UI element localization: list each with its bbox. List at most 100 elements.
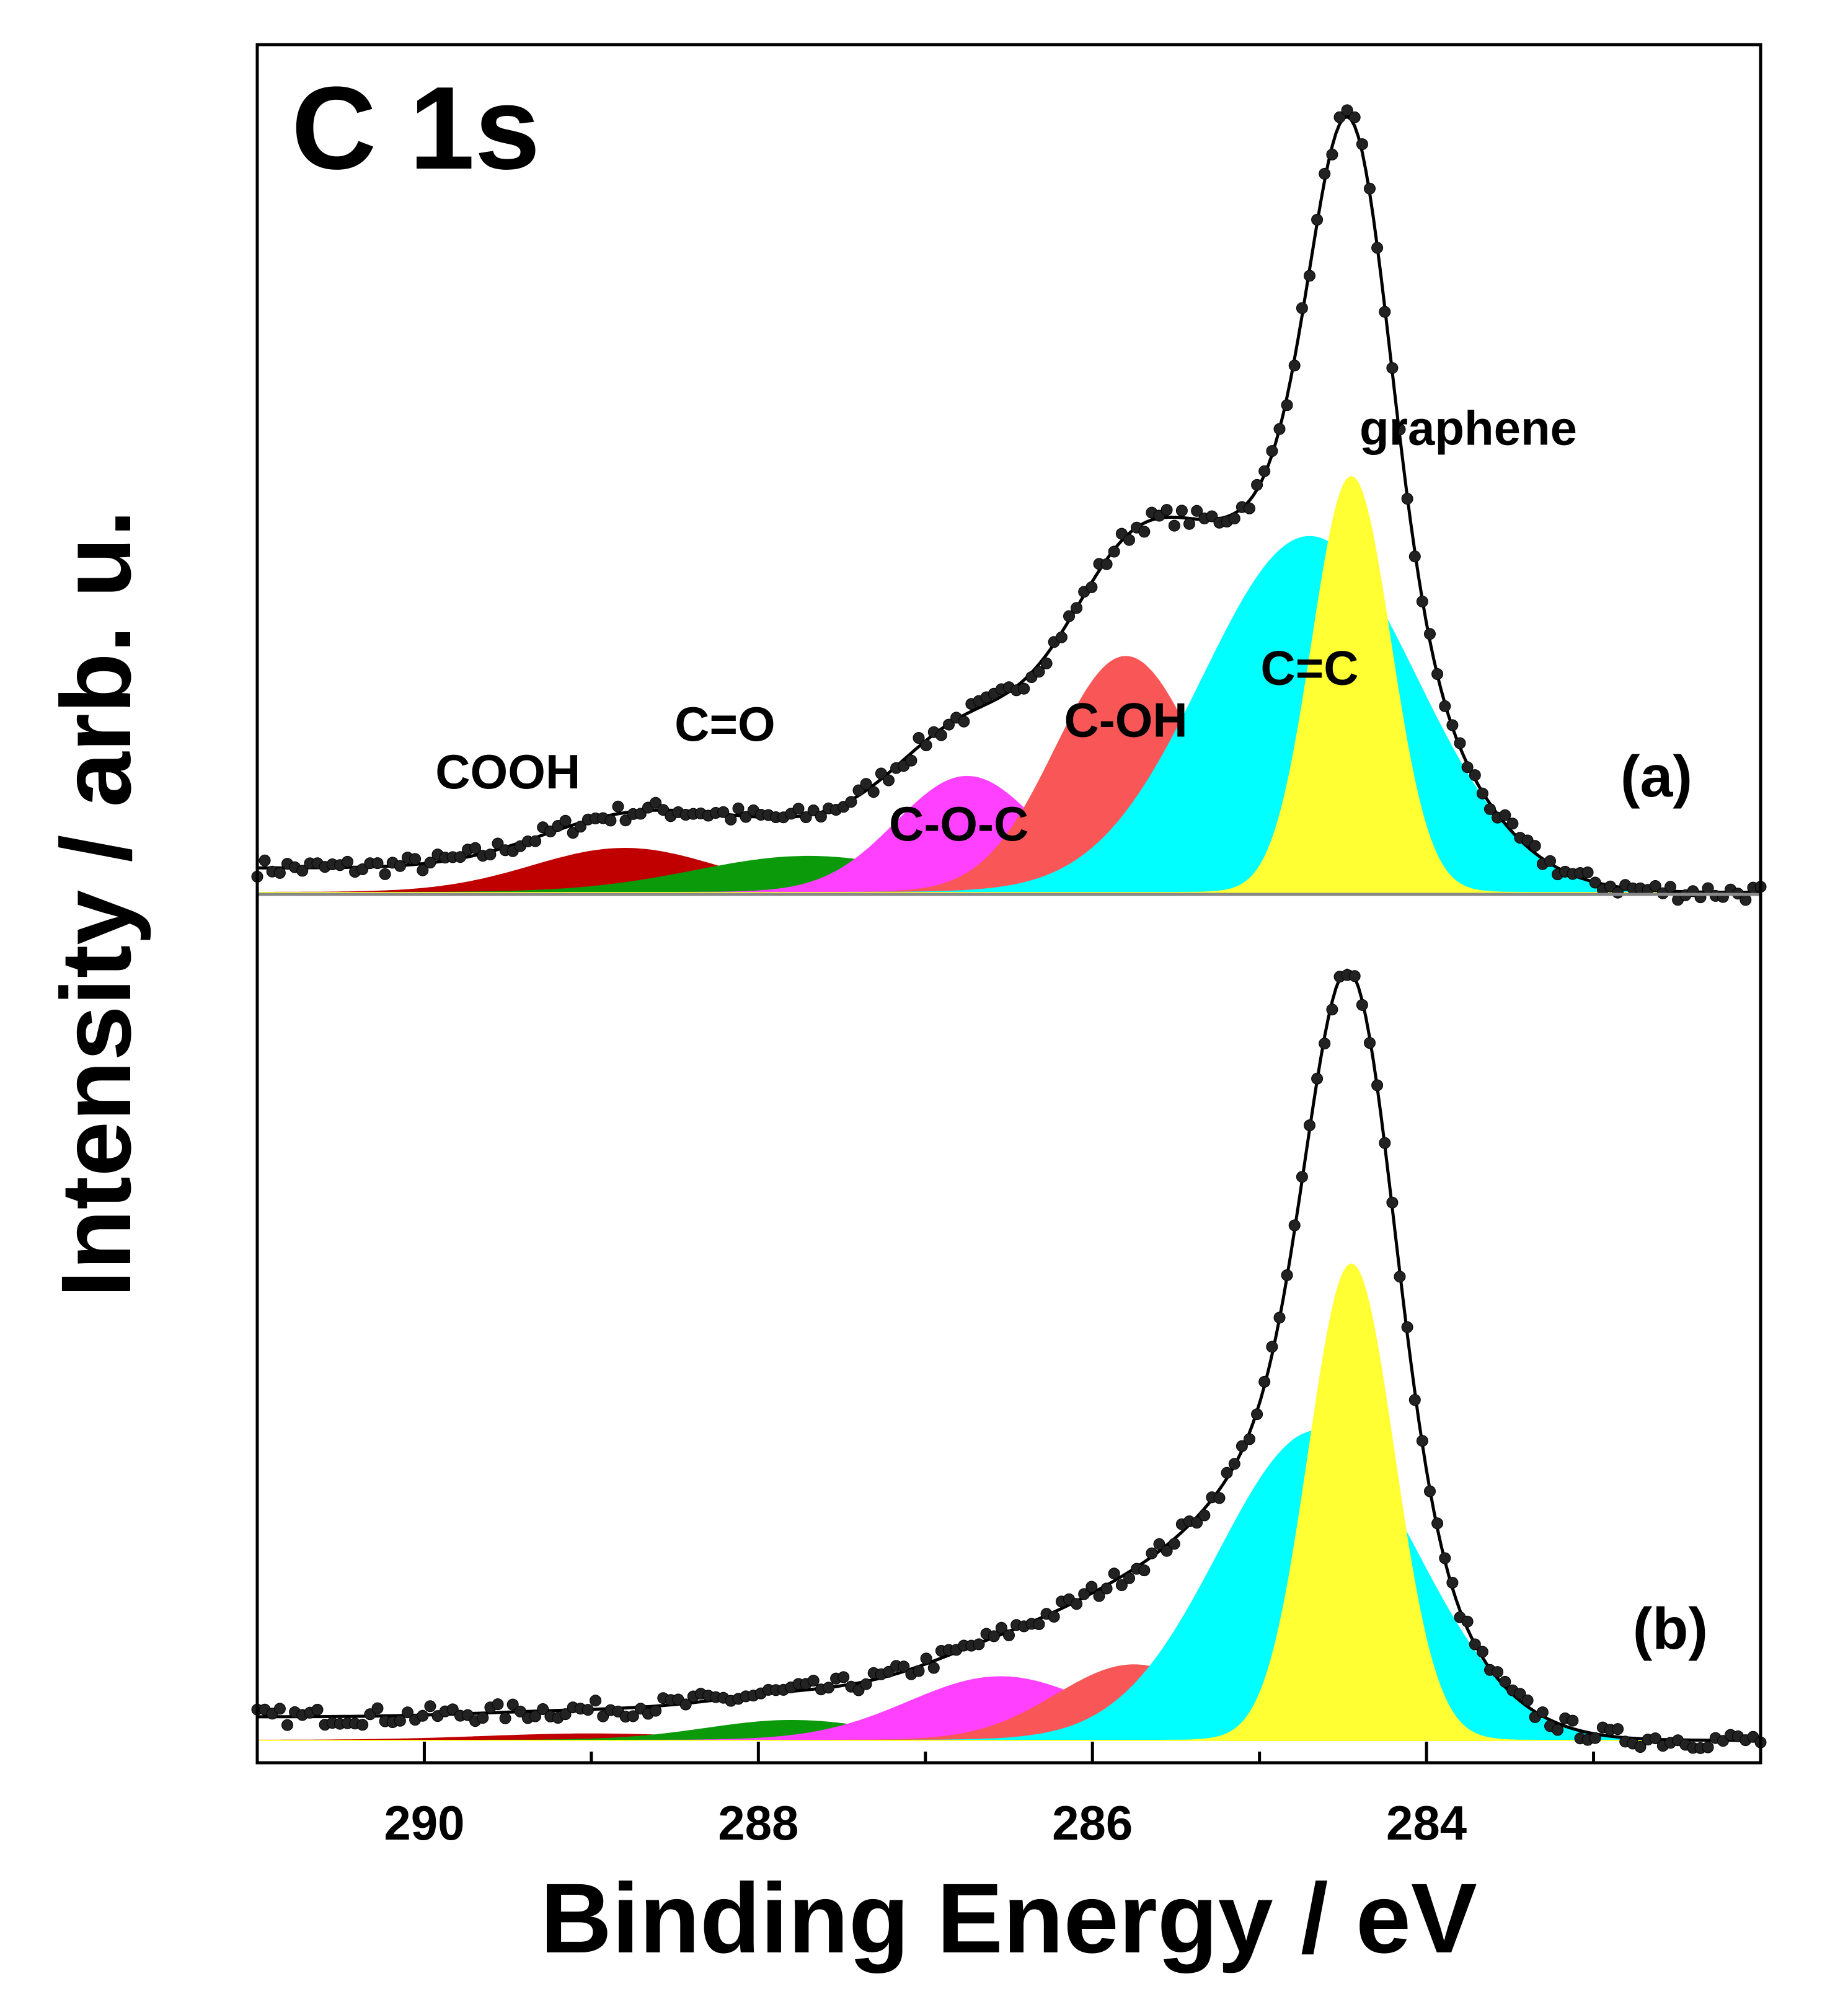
- panel-a-data-point: [1311, 214, 1324, 226]
- panel-a-data-point: [1476, 787, 1488, 800]
- panel-a-data-point: [484, 849, 497, 861]
- panel-a-data-point: [1206, 510, 1218, 522]
- panel-a-data-point: [1431, 668, 1444, 680]
- panel-b-peak-fills: [257, 1263, 1761, 1741]
- panel-b-data-point: [1085, 1581, 1098, 1593]
- panel-b-data-point: [973, 1638, 985, 1651]
- panel-b-data-point: [514, 1705, 526, 1717]
- panel-b-data-point: [1386, 1196, 1399, 1209]
- panel-a-data-point: [852, 784, 865, 796]
- panel-a-data-point: [1348, 111, 1361, 123]
- panel-b: [251, 968, 1767, 1754]
- panel-b-data-point: [273, 1703, 286, 1715]
- panel-b-data-point: [537, 1703, 549, 1715]
- panel-a-data-point: [619, 814, 632, 827]
- panel-b-data-point: [1236, 1440, 1248, 1452]
- panel-a-data-point: [943, 718, 955, 731]
- panel-a-data-point: [1386, 362, 1399, 374]
- panel-b-data-point: [582, 1704, 594, 1716]
- panel-a-data-point: [1228, 513, 1240, 524]
- panel-b-data-point: [1213, 1492, 1226, 1504]
- panel-b-data-point: [1476, 1646, 1488, 1658]
- panel-b-data-point: [446, 1703, 459, 1716]
- panel-b-data-point: [477, 1712, 489, 1724]
- panel-b-data-point: [1048, 1610, 1060, 1623]
- panel-a-data-point: [1544, 855, 1556, 867]
- panel-b-data-point: [1115, 1579, 1128, 1591]
- panel-a-data-point: [1394, 423, 1406, 436]
- panel-a-data-point: [1581, 866, 1594, 878]
- x-axis-tick-labels: 290 288 286 284: [384, 1796, 1467, 1850]
- panel-a-data-point: [1484, 803, 1496, 815]
- panel-b-data-point: [1492, 1666, 1504, 1678]
- panel-a-data-point: [379, 868, 391, 880]
- panel-a-data-point: [650, 796, 662, 809]
- panel-b-data-point: [823, 1682, 834, 1694]
- panel-a-data-point: [1161, 504, 1173, 516]
- panel-a-data-point: [1649, 880, 1661, 892]
- panel-a-data-point: [1364, 182, 1376, 195]
- panel-a-data-point: [1175, 505, 1188, 517]
- panel-a-data-point: [1401, 493, 1413, 505]
- peak-label-c-oh: C-OH: [1064, 692, 1187, 747]
- panel-b-data-points: [251, 969, 1767, 1754]
- panel-b-data-point: [1446, 1577, 1459, 1589]
- panel-a-data-point: [883, 774, 895, 787]
- panel-b-data-point: [1311, 1072, 1324, 1085]
- panel-b-data-point: [860, 1678, 872, 1690]
- panel-b-data-point: [1258, 1375, 1271, 1388]
- panel-a-data-point: [867, 786, 880, 798]
- panel-a-data-point: [469, 842, 482, 854]
- panel-b-data-point: [1364, 1037, 1376, 1049]
- x-axis-title: Binding Energy / eV: [540, 1863, 1477, 1973]
- panel-a-data-points: [251, 104, 1767, 906]
- panel-b-data-point: [1304, 1119, 1315, 1132]
- panel-b-data-point: [1221, 1466, 1233, 1479]
- panel-b-data-point: [356, 1719, 369, 1731]
- panel-a-data-point: [1446, 719, 1459, 731]
- panel-a-data-point: [1461, 761, 1474, 774]
- panel-a-data-point: [875, 767, 887, 780]
- panel-a-data-point: [717, 806, 730, 818]
- panel-b-data-point: [1153, 1538, 1165, 1550]
- panel-a-data-point: [1033, 666, 1045, 678]
- panel-b-data-point: [311, 1703, 324, 1716]
- panel-a-peak-graphene: [257, 475, 1761, 893]
- panel-b-data-point: [492, 1698, 504, 1711]
- panel-a-peak-labels: COOH C=O C-O-C C-OH C=C graphene: [435, 400, 1577, 851]
- panel-a-data-point: [1296, 302, 1308, 314]
- panel-a-data-point: [1251, 478, 1263, 491]
- panel-a-data-point: [1040, 657, 1053, 669]
- x-tick-label: 286: [1052, 1796, 1133, 1850]
- panel-b-data-point: [1228, 1458, 1240, 1470]
- panel-a-data-point: [1454, 737, 1466, 749]
- panel-b-data-point: [1401, 1321, 1413, 1333]
- panel-b-data-point: [1589, 1732, 1601, 1744]
- panel-b-data-point: [1424, 1485, 1436, 1497]
- plot-frame: [255, 43, 1762, 1765]
- chart-title: C 1s: [291, 63, 540, 194]
- x-axis-ticks: [255, 1742, 1762, 1763]
- panel-a-data-point: [259, 854, 271, 866]
- panel-a-data-point: [800, 811, 812, 823]
- panel-b-data-point: [559, 1708, 572, 1721]
- panel-b-data-point: [1461, 1615, 1474, 1628]
- panel-a-data-point: [1371, 242, 1384, 254]
- panel-b-data-point: [394, 1714, 406, 1727]
- panel-b-data-point: [1371, 1079, 1384, 1091]
- panel-b-data-point: [1439, 1552, 1451, 1564]
- panel-a-data-point: [725, 813, 737, 826]
- panel-a-data-point: [559, 814, 572, 827]
- panel-a-data-point: [417, 864, 429, 876]
- panel-b-data-point: [1146, 1547, 1158, 1559]
- panel-b-data-point: [927, 1662, 940, 1674]
- panel-a-data-point: [740, 811, 752, 823]
- panel-b-data-point: [1266, 1341, 1278, 1353]
- panel-b-data-point: [1514, 1688, 1526, 1700]
- panel-a-data-point: [1288, 359, 1301, 372]
- panel-a-data-point: [1100, 558, 1113, 570]
- panel-b-data-point: [424, 1700, 436, 1713]
- panel-b-data-point: [1093, 1590, 1105, 1602]
